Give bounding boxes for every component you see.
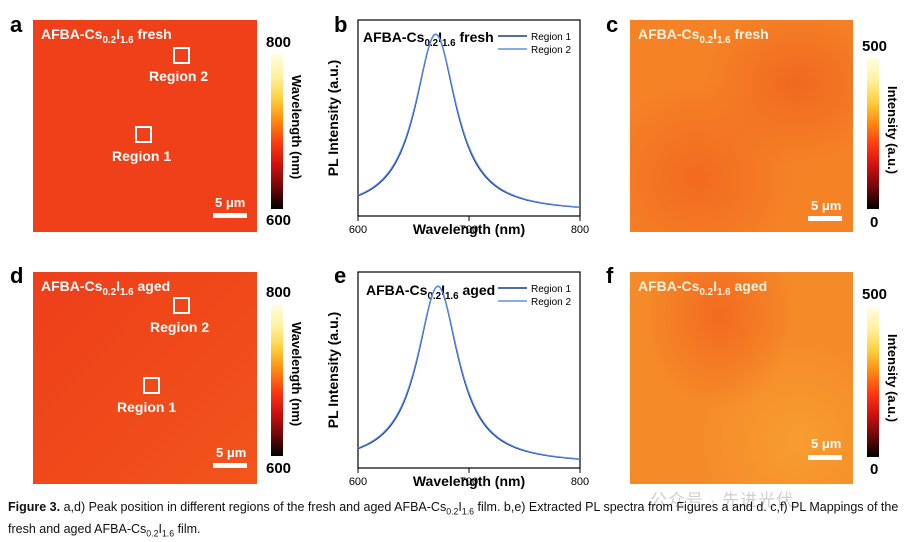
scale-bar xyxy=(808,216,842,221)
colorbar-title: Intensity (a.u.) xyxy=(885,334,900,423)
map-title: AFBA-Cs0.2I1.6 fresh xyxy=(41,26,172,46)
x-ticks xyxy=(357,216,581,221)
map-title: AFBA-Cs0.2I1.6 aged xyxy=(41,278,171,298)
x-tick-label: 700 xyxy=(460,476,478,488)
pl-spectrum-chart-aged: 600 700 800 Wavelength (nm) PL Intensity… xyxy=(325,271,589,489)
legend-entry: Region 1 xyxy=(531,32,571,43)
colorbar-max: 800 xyxy=(266,284,292,301)
x-tick-label: 600 xyxy=(349,476,367,488)
series-line-region-2 xyxy=(357,285,581,460)
colorbar-min: 0 xyxy=(870,214,879,231)
colorbar-title: Wavelength (nm) xyxy=(289,75,304,180)
y-axis-label: PL Intensity (a.u.) xyxy=(325,312,341,428)
colorbar-title: Intensity (a.u.) xyxy=(885,86,900,175)
colorbar-max: 800 xyxy=(266,34,292,51)
region-1-label: Region 1 xyxy=(112,148,172,164)
panel-label-a: a xyxy=(10,12,23,37)
region-2-label: Region 2 xyxy=(150,319,210,335)
scale-bar-label: 5 μm xyxy=(811,198,842,213)
region-1-label: Region 1 xyxy=(117,399,177,415)
scale-bar xyxy=(213,463,247,468)
wavelength-colorbar-d xyxy=(271,305,283,456)
colorbar-max: 500 xyxy=(862,286,888,303)
figure-caption: Figure 3. a,d) Peak position in differen… xyxy=(8,500,899,538)
scale-bar xyxy=(213,213,247,218)
legend-entry: Region 1 xyxy=(531,284,571,295)
x-axis-label: Wavelength (nm) xyxy=(413,473,525,489)
panel-label-c: c xyxy=(606,12,619,37)
pl-intensity-map-fresh: AFBA-Cs0.2I1.6 fresh 5 μm xyxy=(630,20,853,232)
intensity-colorbar-c xyxy=(867,58,879,209)
x-ticks xyxy=(357,468,581,473)
map-title: AFBA-Cs0.2I1.6 aged xyxy=(638,278,768,298)
y-axis-label: PL Intensity (a.u.) xyxy=(325,60,341,176)
panel-label-d: d xyxy=(10,263,24,288)
chart-title-fresh: AFBA-Cs0.2I1.6 fresh xyxy=(363,29,494,49)
intensity-colorbar-f xyxy=(867,307,879,457)
x-axis-label: Wavelength (nm) xyxy=(413,221,525,237)
colorbar-min: 600 xyxy=(266,460,292,477)
region-2-marker xyxy=(173,297,190,314)
region-1-marker xyxy=(143,377,160,394)
x-tick-label: 700 xyxy=(460,224,478,236)
chart-title-aged: AFBA-Cs0.2I1.6 aged xyxy=(366,282,496,302)
panel-label-f: f xyxy=(606,263,614,288)
wavelength-map-aged: AFBA-Cs0.2I1.6 aged Region 2 Region 1 5 … xyxy=(33,272,257,484)
x-tick-label: 600 xyxy=(349,224,367,236)
x-tick-label: 800 xyxy=(571,476,589,488)
scale-bar-label: 5 μm xyxy=(215,195,246,210)
series-line-region-1 xyxy=(357,33,581,208)
scale-bar-label: 5 μm xyxy=(216,445,247,460)
colorbar-min: 0 xyxy=(870,461,879,478)
series-line-region-1 xyxy=(357,285,581,460)
map-title: AFBA-Cs0.2I1.6 fresh xyxy=(638,26,769,46)
scale-bar-label: 5 μm xyxy=(811,436,842,451)
panel-label-b: b xyxy=(334,12,348,37)
colorbar-max: 500 xyxy=(862,38,888,55)
colorbar-title: Wavelength (nm) xyxy=(289,322,304,427)
legend-entry: Region 2 xyxy=(531,297,571,308)
pl-intensity-map-aged: AFBA-Cs0.2I1.6 aged 5 μm xyxy=(630,272,853,484)
legend-entry: Region 2 xyxy=(531,45,571,56)
wavelength-colorbar-a xyxy=(271,54,283,209)
pl-spectrum-chart-fresh: 600 700 800 Wavelength (nm) PL Intensity… xyxy=(325,19,589,237)
watermark-text: 公众号 · 先进光伏 xyxy=(650,491,795,510)
series-line-region-2 xyxy=(357,33,581,208)
wavelength-map-fresh: AFBA-Cs0.2I1.6 fresh Region 2 Region 1 5… xyxy=(33,20,257,232)
scale-bar xyxy=(808,455,842,460)
panel-label-e: e xyxy=(334,263,347,288)
x-tick-label: 800 xyxy=(571,224,589,236)
region-1-marker xyxy=(135,126,152,143)
colorbar-min: 600 xyxy=(266,212,292,229)
region-2-label: Region 2 xyxy=(149,68,209,84)
region-2-marker xyxy=(173,47,190,64)
